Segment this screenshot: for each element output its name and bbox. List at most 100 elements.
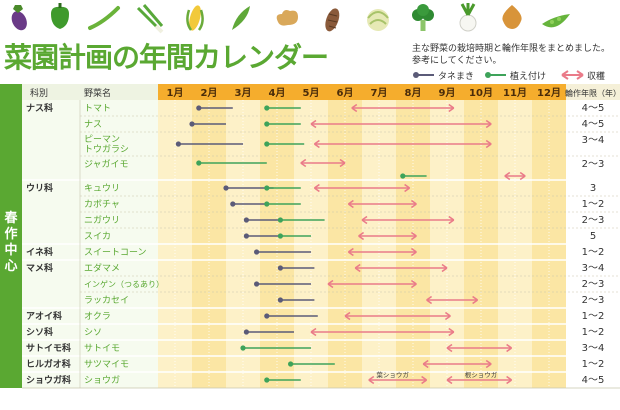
month-header-background (158, 84, 566, 100)
sowing-bar (230, 201, 267, 207)
broccoli-icon (412, 4, 434, 31)
month-label-3: 3月 (235, 87, 252, 99)
sowing-bar (243, 233, 281, 239)
section-label-char: 中 (4, 242, 17, 258)
rotation-value: 5 (590, 231, 596, 242)
planting-bar (264, 141, 305, 147)
rotation-value: 2～3 (582, 159, 605, 170)
vegetable-icon-strip (11, 3, 570, 34)
cabbage-icon (367, 9, 389, 31)
legend: タネまき 植え付け 収穫 (410, 68, 618, 82)
label-header-background (22, 84, 158, 100)
vegetable-name: サトイモ (84, 343, 120, 354)
sowing-bar (175, 141, 243, 147)
planting-bar (288, 361, 335, 367)
month-label-7: 7月 (371, 87, 388, 99)
vegetable-name: インゲン（つるあり） (84, 279, 164, 289)
calendar-row: ウリ科 キュウリ 3 (26, 182, 596, 194)
harvest-bar (354, 263, 448, 273)
sowing-bar (277, 265, 315, 271)
family-label: シソ科 (26, 326, 53, 338)
rotation-header-background (566, 84, 620, 100)
turnip-icon (459, 3, 477, 32)
taro-icon (325, 8, 340, 32)
harvest-bar (347, 247, 417, 257)
harvest-bar (446, 343, 513, 353)
sowing-bar (196, 105, 233, 111)
vegetable-name: スイートコーン (84, 248, 147, 258)
family-header: 科別 (30, 87, 48, 99)
calendar-row: カボチャ 1～2 (84, 199, 604, 210)
rotation-value: 3～4 (582, 343, 605, 354)
calendar-row: ナス 4～5 (84, 119, 604, 130)
calendar-row: シソ科 シソ 1～2 (26, 326, 604, 338)
legend-planting-label: 植え付け (510, 72, 547, 82)
harvest-annotation: 葉ショウガ (376, 370, 409, 379)
rotation-header: 輪作年限（年） (565, 88, 620, 98)
planting-bar (264, 105, 301, 111)
harvest-annotation: 根ショウガ (465, 370, 498, 379)
vegetable-name: スイカ (84, 231, 111, 242)
rotation-value: 2～3 (582, 279, 605, 290)
family-label: アオイ科 (26, 310, 62, 322)
vegetable-name: ニガウリ (84, 215, 120, 226)
rotation-value: 1～2 (582, 359, 605, 370)
okra-icon (232, 6, 250, 30)
vegetable-name: ピーマン (84, 134, 120, 145)
eggplant-icon (11, 5, 27, 31)
sowing-bar (189, 121, 226, 127)
legend-harvest-label: 収穫 (587, 72, 606, 82)
month-label-5: 5月 (303, 87, 320, 99)
vegetable-name: サツマイモ (84, 359, 129, 370)
planting-bar (264, 121, 301, 127)
calendar-row: ラッカセイ 2～3 (84, 295, 604, 306)
harvest-bar (344, 311, 451, 321)
harvest-bar (368, 375, 428, 385)
legend-sowing-swatch (413, 72, 434, 78)
rotation-value: 3～4 (582, 135, 605, 146)
rotation-value: 2～3 (582, 215, 605, 226)
harvest-bar (310, 119, 492, 129)
subtitle-line-1: 主な野菜の栽培時期と輪作年限をまとめました。 (412, 44, 611, 54)
month-label-9: 9月 (439, 87, 456, 99)
subtitle-line-2: 参考にしてください。 (412, 56, 502, 66)
vegetable-name: ジャガイモ (84, 159, 129, 170)
vegetable-name: ナス (84, 119, 102, 130)
snap-pea-icon (542, 14, 570, 28)
harvest-bar (313, 183, 411, 193)
rotation-value: 1～2 (582, 247, 605, 258)
month-label-11: 11月 (503, 87, 527, 99)
sowing-bar (277, 297, 315, 303)
section-label-char: 心 (4, 259, 17, 274)
family-label: ヒルガオ科 (26, 358, 71, 370)
harvest-bar (327, 279, 417, 289)
calendar-row: スイカ 5 (84, 231, 596, 242)
family-label: イネ科 (26, 246, 53, 258)
section-band (0, 84, 22, 388)
rotation-value: 4～5 (582, 119, 605, 130)
planting-bar (264, 377, 301, 383)
calendar-row: サトイモ科 サトイモ 3～4 (26, 342, 604, 354)
rotation-value: 1～2 (582, 199, 605, 210)
calendar-row: インゲン（つるあり） 2～3 (84, 279, 604, 290)
sowing-bar (243, 217, 281, 223)
vegetable-header: 野菜名 (84, 87, 111, 99)
month-label-4: 4月 (269, 87, 286, 99)
family-label: サトイモ科 (26, 342, 71, 354)
month-label-10: 10月 (469, 87, 493, 99)
harvest-bar (347, 199, 417, 209)
section-label-char: 春 (3, 210, 18, 226)
family-label: ショウガ科 (26, 374, 71, 386)
page-title: 菜園計画の年間カレンダー (4, 41, 329, 74)
harvest-bar (300, 158, 346, 168)
vegetable-name: シソ (84, 328, 102, 338)
calendar-row: アオイ科 オクラ 1～2 (26, 310, 604, 322)
legend-sowing-label: タネまき (438, 72, 475, 82)
harvest-bar (351, 103, 455, 113)
planting-bar (400, 173, 427, 179)
month-label-6: 6月 (337, 87, 354, 99)
harvest-bar (446, 375, 513, 385)
rotation-value: 4～5 (582, 103, 605, 114)
planting-bar (240, 345, 311, 351)
